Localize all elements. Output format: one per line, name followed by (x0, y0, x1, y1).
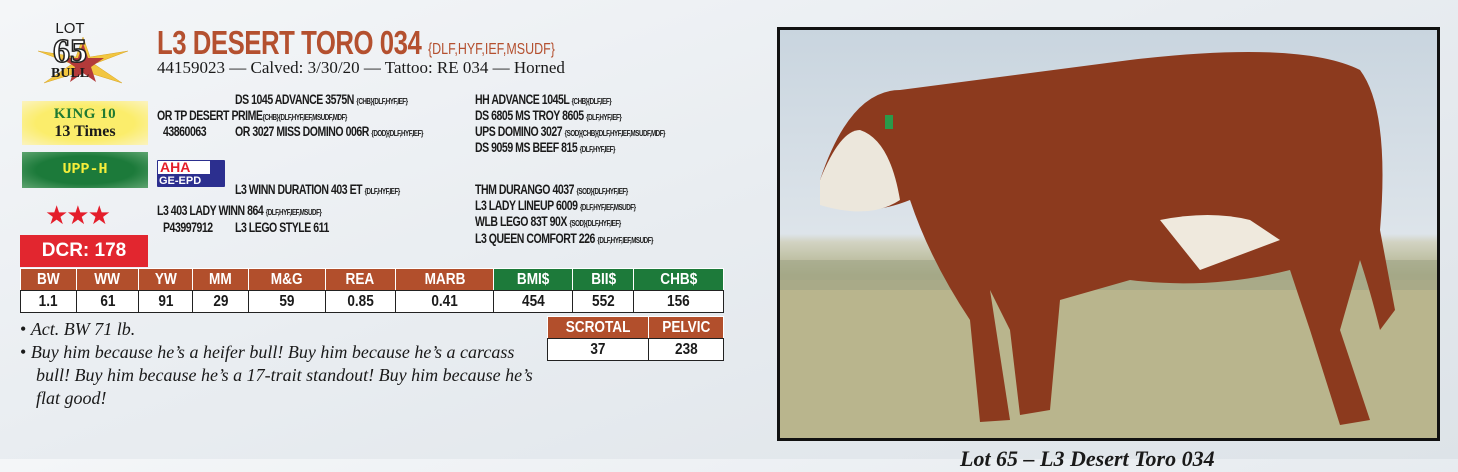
pedigree-sds: UPS DOMINO 3027 {SOD}{CHB}{DLF,HYF,IEF,M… (475, 124, 666, 139)
measures-table: SCROTAL PELVIC 37 238 (547, 316, 725, 361)
king-badge: KING 10 13 Times (22, 101, 148, 145)
pedigree-dam-reg: P43997912 (163, 220, 213, 235)
lot-label: LOT (55, 20, 85, 37)
pedigree-dds: WLB LEGO 83T 90X {SOD}{DLF,HYF,IEF} (475, 214, 621, 229)
dcr-badge: DCR: 178 (20, 235, 148, 267)
photo-caption: Lot 65 – L3 Desert Toro 034 (960, 446, 1215, 471)
value-mg: 59 (247, 290, 326, 313)
notes-list: Act. BW 71 lb. Buy him because he’s a he… (20, 318, 540, 410)
upp-badge: UPP-H (22, 152, 148, 188)
header-scrotal: SCROTAL (547, 316, 649, 339)
header-bii: BII$ (572, 268, 635, 291)
king-count: 13 Times (54, 123, 116, 140)
pedigree-sss: HH ADVANCE 1045L {CHB}{DLF,IEF} (475, 92, 612, 107)
header-yw: YW (138, 268, 194, 291)
animal-title: L3 DESERT TORO 034 {DLF,HYF,IEF,MSUDF} (157, 24, 555, 62)
pedigree-dsd: L3 LADY LINEUP 6009 {DLF,HYF,IEF,MSUDF} (475, 198, 636, 213)
pedigree-dam: L3 403 LADY WINN 864 {DLF,HYF,IEF,MSUDF} (157, 203, 322, 218)
aha-ge-epd-logo: AHA GE-EPD (157, 160, 225, 187)
value-rea: 0.85 (324, 290, 396, 313)
epd-table: BW WW YW MM M&G REA MARB BMI$ BII$ CHB$ 1.1 61 91 29… (20, 268, 724, 313)
pedigree-sire: OR TP DESERT PRIME{CHB}{DLF,HYF,IEF,MSUD… (157, 108, 347, 123)
value-bii: 552 (572, 290, 635, 313)
value-pelvic: 238 (647, 338, 725, 361)
lot-badge: LOT 65 BULL (20, 20, 120, 81)
header-pelvic: PELVIC (647, 316, 725, 339)
king-label: KING 10 (53, 106, 117, 122)
pedigree-ddd: L3 QUEEN COMFORT 226 {DLF,HYF,IEF,MSUDF} (475, 231, 654, 246)
value-bw: 1.1 (20, 290, 77, 313)
header-bw: BW (20, 268, 77, 291)
value-mm: 29 (192, 290, 249, 313)
bull-photo (777, 27, 1440, 441)
header-ww: WW (75, 268, 140, 291)
animal-tags: {DLF,HYF,IEF,MSUDF} (428, 41, 555, 58)
header-bmi: BMI$ (493, 268, 574, 291)
star-rating: ★★★ (45, 200, 111, 230)
header-rea: REA (324, 268, 396, 291)
value-scrotal: 37 (547, 338, 649, 361)
value-bmi: 454 (493, 290, 574, 313)
note: Act. BW 71 lb. (20, 318, 540, 341)
pedigree-sire-sire: DS 1045 ADVANCE 3575N {CHB}{DLF,HYF,IEF} (235, 92, 408, 107)
value-yw: 91 (138, 290, 194, 313)
header-mg: M&G (247, 268, 326, 291)
pedigree-sire-reg: 43860063 (163, 124, 207, 139)
lot-number: 65 (52, 33, 88, 70)
lot-star-burst (38, 37, 128, 84)
animal-name: L3 DESERT TORO 034 (157, 24, 422, 61)
pedigree-ssd: DS 6805 MS TROY 8605 {DLF,HYF,IEF} (475, 108, 622, 123)
pedigree-sdd: DS 9059 MS BEEF 815 {DLF,HYF,IEF} (475, 140, 615, 155)
pedigree-sire-dam: OR 3027 MISS DOMINO 006R {DOD}{DLF,HYF,I… (235, 124, 423, 139)
lot-type: BULL (50, 66, 90, 81)
value-chb: 156 (633, 290, 724, 313)
note: Buy him because he’s a heifer bull! Buy … (20, 341, 540, 410)
animal-details: 44159023 — Calved: 3/30/20 — Tattoo: RE … (157, 58, 565, 77)
value-marb: 0.41 (394, 290, 495, 313)
header-chb: CHB$ (633, 268, 724, 291)
pedigree-dam-dam: L3 LEGO STYLE 611 (235, 220, 329, 235)
pedigree-dam-sire: L3 WINN DURATION 403 ET {DLF,HYF,IEF} (235, 182, 400, 197)
header-marb: MARB (394, 268, 495, 291)
value-ww: 61 (75, 290, 140, 313)
header-mm: MM (192, 268, 249, 291)
pedigree-dss: THM DURANGO 4037 {SOD}{DLF,HYF,IEF} (475, 182, 628, 197)
